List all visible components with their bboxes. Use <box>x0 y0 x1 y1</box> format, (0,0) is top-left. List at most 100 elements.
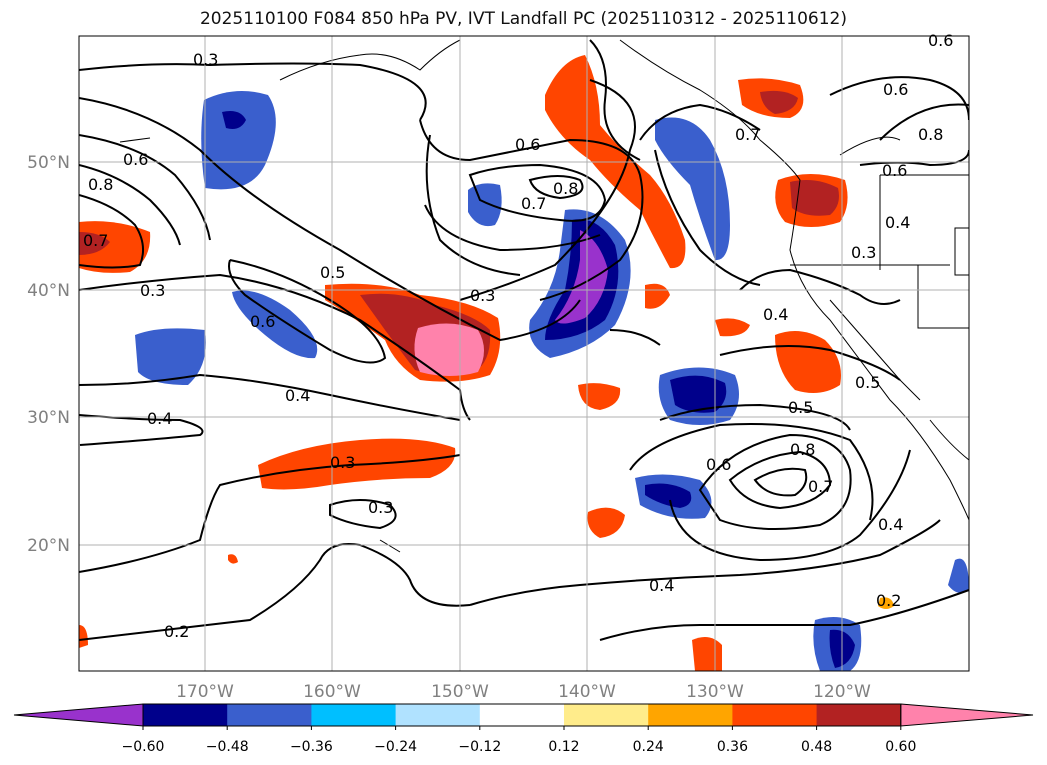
lon-tick-label: 140°W <box>558 682 616 702</box>
contour-label: 0.6 <box>515 135 540 154</box>
shade-red-region <box>587 507 625 538</box>
contour-line <box>609 329 661 346</box>
coastlines <box>119 39 969 553</box>
contour-line <box>698 433 852 530</box>
contour-label: 0.4 <box>649 576 674 595</box>
colorbar-swatch <box>564 704 649 726</box>
contour-line <box>459 79 636 301</box>
colorbar-tick-label: 0.36 <box>717 739 748 755</box>
contour-label: 0.5 <box>855 373 880 392</box>
contour-label: 0.5 <box>788 398 813 417</box>
lat-tick-label: 40°N <box>27 281 70 301</box>
shade-blue-region <box>468 183 502 227</box>
colorbar-tick-label: −0.12 <box>458 739 501 755</box>
shade-red-region <box>775 331 841 394</box>
shade-purple-region <box>555 230 608 324</box>
colorbar <box>13 703 1034 727</box>
contour-label: 0.2 <box>876 591 901 610</box>
shade-blue-region <box>948 558 969 594</box>
contour-label: 0.3 <box>140 281 165 300</box>
contour-label: 0.6 <box>928 31 953 50</box>
contour-line <box>79 134 211 241</box>
contour-label: 0.8 <box>918 125 943 144</box>
contour-line <box>879 103 969 141</box>
map-frame <box>78 35 970 672</box>
contour-label: 0.3 <box>368 498 393 517</box>
colorbar-swatch <box>311 704 397 726</box>
shade-red-region <box>79 625 88 648</box>
colorbar-tick-label: −0.36 <box>290 739 333 755</box>
contour-line <box>79 194 145 269</box>
contour-line <box>629 423 874 521</box>
shade-red-region <box>878 597 894 609</box>
coastline <box>379 539 401 553</box>
colorbar-overflow <box>900 703 1034 727</box>
colorbar-swatch <box>227 704 312 726</box>
contour-label: 0.7 <box>83 231 108 250</box>
shade-darkblue-region <box>222 111 246 129</box>
coastline <box>954 227 969 276</box>
contour-line <box>79 414 204 446</box>
contour-label: 0.3 <box>470 286 495 305</box>
contour-line <box>659 403 851 431</box>
graticule <box>79 36 969 671</box>
contour-label: 0.3 <box>851 243 876 262</box>
colorbar-swatch <box>395 704 481 726</box>
figure-title: 2025110100 F084 850 hPa PV, IVT Landfall… <box>199 9 847 29</box>
contour-line <box>79 62 427 121</box>
colorbar-tick-label: −0.24 <box>374 739 417 755</box>
colorbar-tick-label: 0.48 <box>801 739 832 755</box>
positive-shading <box>79 55 894 671</box>
contour-line <box>739 268 901 305</box>
shade-blue-region <box>655 117 730 261</box>
contour-label: 0.7 <box>808 477 833 496</box>
shade-pink-region <box>414 323 484 376</box>
contour-label: 0.4 <box>147 409 172 428</box>
contour-line <box>79 97 581 342</box>
contour-line <box>469 519 941 606</box>
contour-label: 0.6 <box>123 150 148 169</box>
contour-label: 0.7 <box>735 125 760 144</box>
coastline <box>279 39 461 81</box>
contour-line <box>654 149 761 286</box>
colorbar-underflow <box>13 703 144 727</box>
shade-darkblue-region <box>645 483 692 508</box>
contour-line <box>829 76 969 121</box>
contour-line <box>419 119 644 301</box>
lon-tick-label: 120°W <box>813 682 871 702</box>
colorbar-outline <box>142 703 902 727</box>
colorbar-swatch <box>732 704 818 726</box>
contour-line <box>669 449 911 562</box>
shade-red-region <box>79 221 151 273</box>
contour-lines <box>79 39 969 641</box>
colorbar-tick-label: 0.12 <box>548 739 579 755</box>
contour-label: 0.6 <box>882 161 907 180</box>
contour-label: 0.6 <box>250 312 275 331</box>
contour-label: 0.4 <box>285 386 310 405</box>
contour-line <box>468 163 607 222</box>
shade-darkblue-region <box>670 375 727 413</box>
contour-line <box>79 373 461 421</box>
contour-line <box>329 499 397 530</box>
contour-label: 0.8 <box>88 175 113 194</box>
contour-line <box>728 450 832 510</box>
lon-tick-label: 160°W <box>303 682 361 702</box>
lat-tick-label: 50°N <box>27 153 70 173</box>
contour-line <box>79 543 471 641</box>
colorbar-tick-label: 0.60 <box>885 739 916 755</box>
negative-shading <box>135 91 969 671</box>
contour-line <box>79 454 461 573</box>
shade-red-region <box>228 554 238 564</box>
coastline <box>829 299 921 401</box>
contour-label: 0.6 <box>883 80 908 99</box>
shade-red-region <box>645 283 670 309</box>
colorbar-tick-labels: −0.60 −0.48 −0.36 −0.24 −0.12 0.12 0.24 0.36 0.4… <box>122 726 916 755</box>
contour-label: 0.2 <box>164 622 189 641</box>
contour-label: 0.7 <box>521 194 546 213</box>
shade-red-region <box>692 636 722 671</box>
colorbar-swatch <box>816 704 902 726</box>
colorbar-tick-label: 0.24 <box>633 739 664 755</box>
contour-line <box>753 467 808 497</box>
